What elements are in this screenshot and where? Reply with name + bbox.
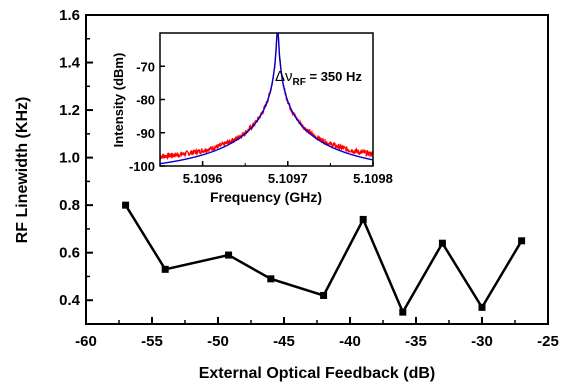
- main-data-point: [438, 239, 446, 247]
- main-data-point: [399, 308, 407, 316]
- main-x-tick-label: -30: [471, 333, 493, 350]
- inset-y-tick-label: -90: [136, 126, 155, 141]
- inset-series: [160, 33, 373, 165]
- main-data-point: [359, 215, 367, 223]
- main-y-tick-label: 0.8: [59, 197, 80, 214]
- annotation-subscript: RF: [293, 77, 306, 88]
- inset-plot: 5.1096 5.1097 5.1098 -100 -90 -80 -70 Frequen…: [111, 32, 393, 205]
- main-data-point: [161, 265, 169, 273]
- main-x-tick-label: -60: [75, 333, 97, 350]
- inset-y-ticks: -100 -90 -80 -70: [129, 59, 165, 174]
- main-y-axis-label: RF Linewidth (KHz): [14, 97, 31, 244]
- main-y-tick-label: 0.6: [59, 245, 80, 262]
- main-data-point: [478, 303, 486, 311]
- main-x-tick-label: -50: [207, 333, 229, 350]
- annotation-suffix: = 350 Hz: [306, 69, 363, 84]
- inset-x-ticks: 5.1096 5.1097 5.1098: [183, 161, 393, 186]
- annotation-prefix: Δν: [275, 68, 293, 85]
- main-series: [122, 201, 526, 316]
- main-data-point: [225, 251, 233, 259]
- main-plot: -60 -55 -50 -45 -40 -35 -30 -25 0.4 0.6 0.8 1.0 1.2…: [14, 7, 559, 382]
- main-x-axis-label: External Optical Feedback (dB): [199, 365, 436, 382]
- main-x-tick-label: -45: [273, 333, 295, 350]
- main-x-tick-label: -25: [537, 333, 559, 350]
- inset-y-tick-label: -70: [136, 59, 155, 74]
- inset-x-tick-label: 5.1097: [268, 171, 308, 186]
- main-y-tick-label: 1.6: [59, 7, 80, 24]
- main-data-point: [267, 275, 275, 283]
- linewidth-annotation: ΔνRF = 350 Hz: [275, 68, 362, 88]
- main-y-tick-label: 1.2: [59, 102, 80, 119]
- inset-y-axis-label: Intensity (dBm): [111, 53, 126, 148]
- inset-x-tick-label: 5.1096: [183, 171, 223, 186]
- main-data-point: [122, 201, 130, 209]
- main-data-point: [320, 291, 328, 299]
- main-x-tick-label: -35: [405, 333, 427, 350]
- inset-x-axis-label: Frequency (GHz): [210, 189, 322, 205]
- main-series-line: [124, 204, 523, 315]
- main-y-tick-label: 0.4: [59, 292, 81, 309]
- main-y-tick-label: 1.4: [59, 55, 81, 72]
- main-data-point: [518, 237, 526, 245]
- inset-y-tick-label: -100: [129, 159, 155, 174]
- inset-background: [160, 33, 373, 166]
- main-y-tick-label: 1.0: [59, 150, 80, 167]
- inset-x-tick-label: 5.1098: [353, 171, 393, 186]
- main-y-ticks: 0.4 0.6 0.8 1.0 1.2 1.4 1.6: [59, 7, 93, 309]
- lorentzian-fit-line: [160, 33, 373, 165]
- main-x-tick-label: -40: [339, 333, 361, 350]
- main-x-tick-label: -55: [141, 333, 163, 350]
- main-x-ticks: -60 -55 -50 -45 -40 -35 -30 -25: [75, 317, 559, 350]
- inset-y-tick-label: -80: [136, 93, 155, 108]
- measured-spectrum-line: [160, 33, 373, 161]
